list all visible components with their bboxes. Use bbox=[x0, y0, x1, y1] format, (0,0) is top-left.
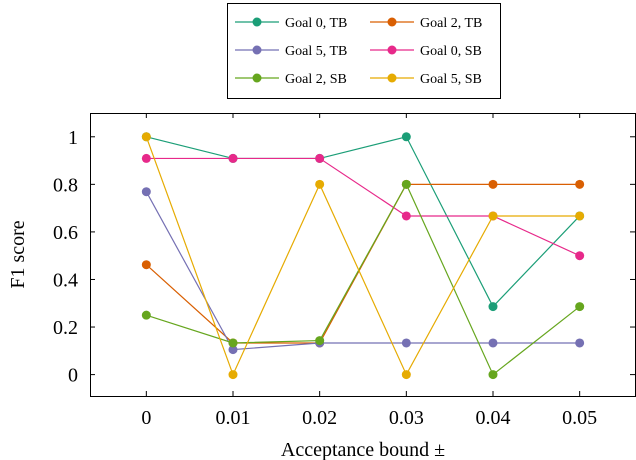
legend-swatch-marker bbox=[387, 17, 397, 27]
data-point bbox=[228, 345, 238, 355]
series-line bbox=[146, 183, 581, 376]
y-tick-label: 0.2 bbox=[53, 317, 78, 339]
data-point bbox=[488, 211, 498, 221]
legend-label: Goal 2, TB bbox=[420, 16, 482, 31]
legend-label: Goal 0, TB bbox=[285, 16, 347, 31]
x-tick-label: 0.02 bbox=[302, 407, 337, 429]
legend-entry: Goal 0, TB bbox=[235, 16, 347, 31]
y-tick-label: 0.6 bbox=[53, 222, 78, 244]
legend-swatch-marker bbox=[252, 17, 262, 27]
series-line bbox=[145, 136, 580, 377]
data-point bbox=[575, 179, 585, 189]
data-point bbox=[141, 187, 151, 197]
data-point bbox=[488, 302, 498, 312]
data-point bbox=[228, 338, 238, 348]
legend-swatch-marker bbox=[252, 45, 262, 55]
data-point bbox=[141, 310, 151, 320]
series-goal-0-tb bbox=[141, 132, 585, 312]
axis-ticks: 0 0.01 0.02 0.03 0.04 0.05 0 0.2 0.4 0.6 0.8 1 bbox=[53, 113, 635, 429]
data-point bbox=[575, 251, 585, 261]
data-point bbox=[401, 179, 411, 189]
series-line bbox=[146, 157, 580, 257]
data-point bbox=[315, 336, 325, 346]
legend-swatch-marker bbox=[387, 73, 397, 83]
plot-area bbox=[90, 113, 636, 397]
y-tick-label: 0.4 bbox=[53, 269, 78, 291]
data-point bbox=[401, 338, 411, 348]
legend-label: Goal 5, TB bbox=[285, 44, 347, 59]
x-tick-label: 0.01 bbox=[216, 407, 251, 429]
legend-entry: Goal 5, SB bbox=[370, 72, 482, 87]
y-tick-label: 0 bbox=[68, 365, 78, 387]
y-tick-label: 0.8 bbox=[53, 174, 78, 196]
legend-label: Goal 5, SB bbox=[420, 72, 482, 87]
series-goal-2-sb bbox=[141, 179, 585, 380]
legend-swatch-marker bbox=[387, 45, 397, 55]
data-point bbox=[228, 153, 238, 163]
data-point bbox=[488, 179, 498, 189]
data-point bbox=[315, 153, 325, 163]
x-axis-label: Acceptance bound ± bbox=[281, 439, 445, 460]
legend-label: Goal 2, SB bbox=[285, 72, 347, 87]
data-point bbox=[315, 179, 325, 189]
data-point bbox=[575, 338, 585, 348]
y-axis-label: F1 score bbox=[7, 220, 29, 288]
data-point bbox=[488, 338, 498, 348]
data-point bbox=[141, 132, 151, 142]
data-point bbox=[401, 132, 411, 142]
legend-entry: Goal 5, TB bbox=[235, 44, 347, 59]
x-tick-label: 0 bbox=[141, 407, 151, 429]
x-tick-label: 0.05 bbox=[562, 407, 597, 429]
data-point bbox=[141, 153, 151, 163]
x-tick-label: 0.03 bbox=[389, 407, 424, 429]
data-point bbox=[401, 370, 411, 380]
legend-entry: Goal 2, TB bbox=[370, 16, 482, 31]
legend-box bbox=[227, 3, 501, 99]
series-line bbox=[146, 136, 581, 308]
data-point bbox=[575, 211, 585, 221]
series-goal-5-sb bbox=[141, 132, 585, 380]
series-line bbox=[145, 191, 580, 351]
data-point bbox=[228, 370, 238, 380]
y-tick-label: 1 bbox=[68, 127, 78, 149]
data-point bbox=[575, 302, 585, 312]
x-tick-label: 0.04 bbox=[476, 407, 511, 429]
legend-entry: Goal 2, SB bbox=[235, 72, 347, 87]
legend-entry: Goal 0, SB bbox=[370, 44, 482, 59]
series-layer bbox=[141, 132, 585, 380]
legend-label: Goal 0, SB bbox=[420, 44, 482, 59]
legend-swatch-marker bbox=[252, 73, 262, 83]
series-goal-0-sb bbox=[141, 153, 585, 261]
series-goal-5-tb bbox=[141, 187, 585, 355]
data-point bbox=[488, 370, 498, 380]
data-point bbox=[401, 211, 411, 221]
data-point bbox=[141, 260, 151, 270]
legend: Goal 0, TB Goal 2, TB Goal 5, TB Goal 0, SB… bbox=[227, 3, 501, 99]
